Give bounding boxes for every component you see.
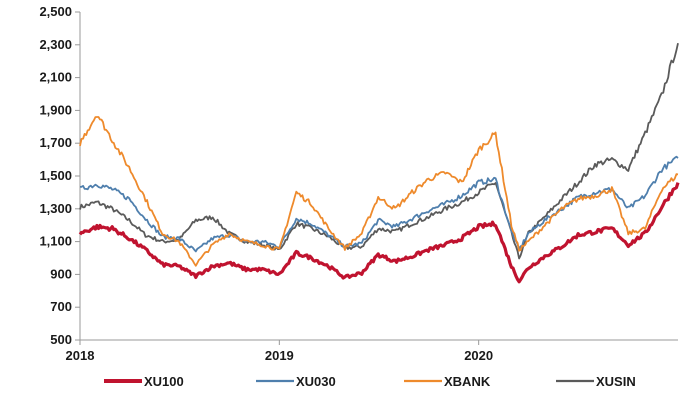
legend-label-xu100: XU100: [144, 374, 184, 389]
y-tick-label: 1,900: [39, 102, 72, 117]
chart-legend: XU100 XU030 XBANK XUSIN: [104, 374, 636, 389]
chart-axes: 500 700 900 1,100 1,300 1,500 1,700 1,900 2,100 2…: [39, 4, 678, 363]
legend-label-xusin: XUSIN: [596, 374, 636, 389]
y-tick-label: 500: [50, 332, 72, 347]
y-tick-label: 1,500: [39, 168, 72, 183]
y-tick-label: 1,100: [39, 234, 72, 249]
x-tick-label: 2020: [464, 348, 493, 363]
y-tick-label: 700: [50, 299, 72, 314]
series-line-xusin: [79, 43, 679, 260]
legend-label-xu030: XU030: [296, 374, 336, 389]
y-tick-label: 2,500: [39, 4, 72, 19]
y-tick-label: 900: [50, 266, 72, 281]
series-line-xbank: [79, 116, 679, 267]
series-lines: [78, 43, 680, 284]
y-tick-label: 2,300: [39, 37, 72, 52]
series-line-xu100: [78, 182, 680, 284]
series-line-xu030: [79, 155, 679, 253]
x-tick-label: 2019: [265, 348, 294, 363]
legend-label-xbank: XBANK: [444, 374, 491, 389]
y-tick-label: 1,700: [39, 135, 72, 150]
y-tick-label: 2,100: [39, 70, 72, 85]
y-tick-label: 1,300: [39, 201, 72, 216]
x-tick-label: 2018: [66, 348, 95, 363]
